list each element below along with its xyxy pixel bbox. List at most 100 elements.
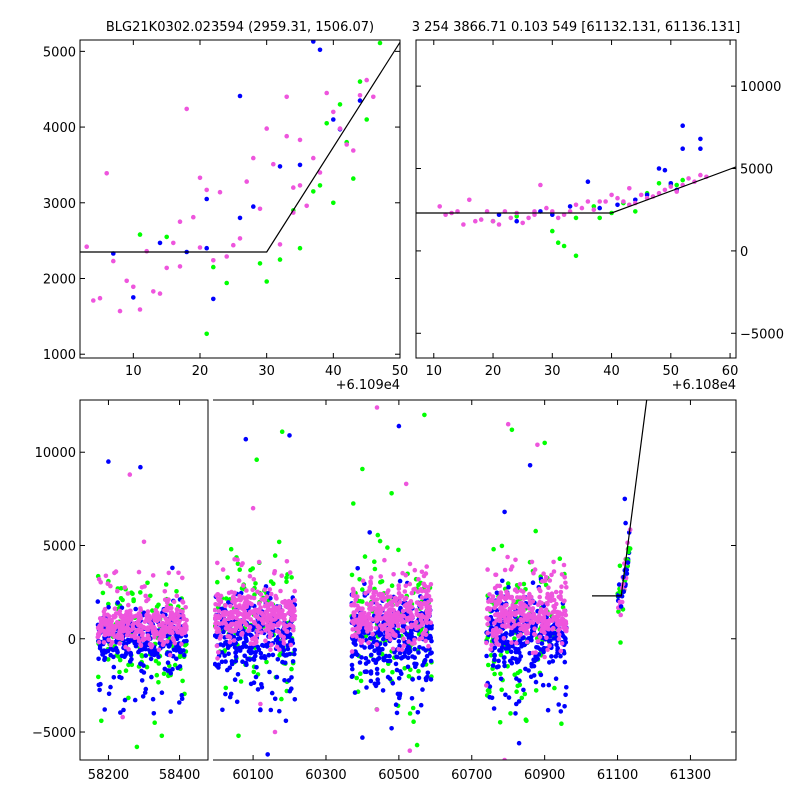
magenta-point xyxy=(115,635,120,640)
magenta-point xyxy=(91,298,96,303)
blue-point xyxy=(240,645,245,650)
magenta-point xyxy=(353,597,359,602)
green-point xyxy=(126,662,131,668)
magenta-point xyxy=(371,589,377,595)
blue-point xyxy=(563,692,568,698)
outlier-point xyxy=(236,733,241,739)
blue-point xyxy=(496,658,501,664)
blue-point xyxy=(244,662,249,668)
green-point xyxy=(337,102,343,107)
green-point xyxy=(138,590,143,595)
magenta-point xyxy=(415,612,421,618)
y-tick-label: 10000 xyxy=(740,80,781,95)
blue-point xyxy=(247,657,253,662)
magenta-point xyxy=(603,199,608,204)
magenta-point xyxy=(144,612,149,618)
magenta-point xyxy=(291,185,296,190)
blue-point xyxy=(232,677,238,682)
magenta-point xyxy=(247,609,253,615)
magenta-point xyxy=(223,621,228,626)
magenta-point xyxy=(269,601,275,607)
blue-point xyxy=(237,215,243,221)
magenta-point xyxy=(412,637,417,643)
blue-point xyxy=(496,664,501,669)
magenta-point xyxy=(114,623,119,628)
blue-point xyxy=(376,651,382,656)
magenta-point xyxy=(544,595,550,600)
green-point xyxy=(406,674,412,679)
blue-point xyxy=(541,649,546,655)
magenta-point xyxy=(496,642,501,648)
blue-point xyxy=(499,648,504,654)
blue-point xyxy=(363,661,369,666)
blue-point xyxy=(553,654,559,659)
blue-point xyxy=(182,652,187,658)
blue-point xyxy=(125,637,131,643)
blue-point xyxy=(142,690,148,695)
magenta-point xyxy=(561,562,567,568)
blue-point xyxy=(251,204,256,209)
magenta-point xyxy=(366,640,371,646)
green-point xyxy=(533,528,538,534)
magenta-point xyxy=(285,629,290,634)
magenta-point xyxy=(170,635,175,641)
magenta-point xyxy=(490,627,496,633)
magenta-point xyxy=(542,654,547,660)
blue-point xyxy=(177,700,182,705)
outlier-point xyxy=(403,481,409,487)
magenta-point xyxy=(164,604,170,610)
magenta-point xyxy=(95,634,101,640)
magenta-point xyxy=(292,608,297,614)
blue-point xyxy=(133,606,138,612)
magenta-point xyxy=(244,604,249,610)
magenta-point xyxy=(272,612,277,618)
x-tick-label: 40 xyxy=(603,364,620,379)
x-tick-label: 60700 xyxy=(451,768,492,783)
magenta-point xyxy=(373,625,379,631)
blue-point xyxy=(422,660,427,665)
magenta-point xyxy=(638,192,644,198)
magenta-point xyxy=(136,611,142,616)
green-point xyxy=(519,695,525,701)
magenta-point xyxy=(142,584,147,589)
magenta-point xyxy=(84,244,89,249)
magenta-point xyxy=(297,183,303,188)
magenta-point xyxy=(112,570,117,576)
magenta-point xyxy=(216,609,222,614)
magenta-point xyxy=(417,624,422,630)
green-point xyxy=(180,678,185,684)
panel-top-left-plot xyxy=(80,40,400,337)
outlier-point xyxy=(272,729,278,735)
outlier-point xyxy=(250,505,256,511)
blue-point xyxy=(115,650,120,655)
x-tick-label: 10 xyxy=(125,364,142,379)
green-point xyxy=(533,688,539,693)
x-tick-label: 50 xyxy=(392,364,409,379)
magenta-point xyxy=(126,647,131,652)
green-point xyxy=(560,604,566,610)
magenta-point xyxy=(394,602,400,607)
green-point xyxy=(96,674,101,680)
green-point xyxy=(174,589,179,594)
magenta-point xyxy=(579,205,585,211)
magenta-point xyxy=(168,605,173,611)
green-point xyxy=(284,579,289,585)
magenta-point xyxy=(674,189,679,194)
magenta-point xyxy=(264,610,270,616)
blue-point xyxy=(256,647,262,653)
bump-point xyxy=(624,571,630,576)
blue-point xyxy=(412,646,418,652)
green-point xyxy=(182,642,188,648)
magenta-point xyxy=(271,161,276,167)
blue-point xyxy=(513,656,518,662)
green-point xyxy=(156,661,162,666)
y-tick-label: 0 xyxy=(740,245,748,260)
blue-point xyxy=(563,636,568,641)
green-point xyxy=(251,669,257,675)
magenta-point xyxy=(103,573,109,579)
magenta-point xyxy=(282,613,288,618)
magenta-point xyxy=(244,588,249,593)
magenta-point xyxy=(521,602,527,607)
magenta-point xyxy=(230,615,235,621)
magenta-point xyxy=(171,599,177,605)
